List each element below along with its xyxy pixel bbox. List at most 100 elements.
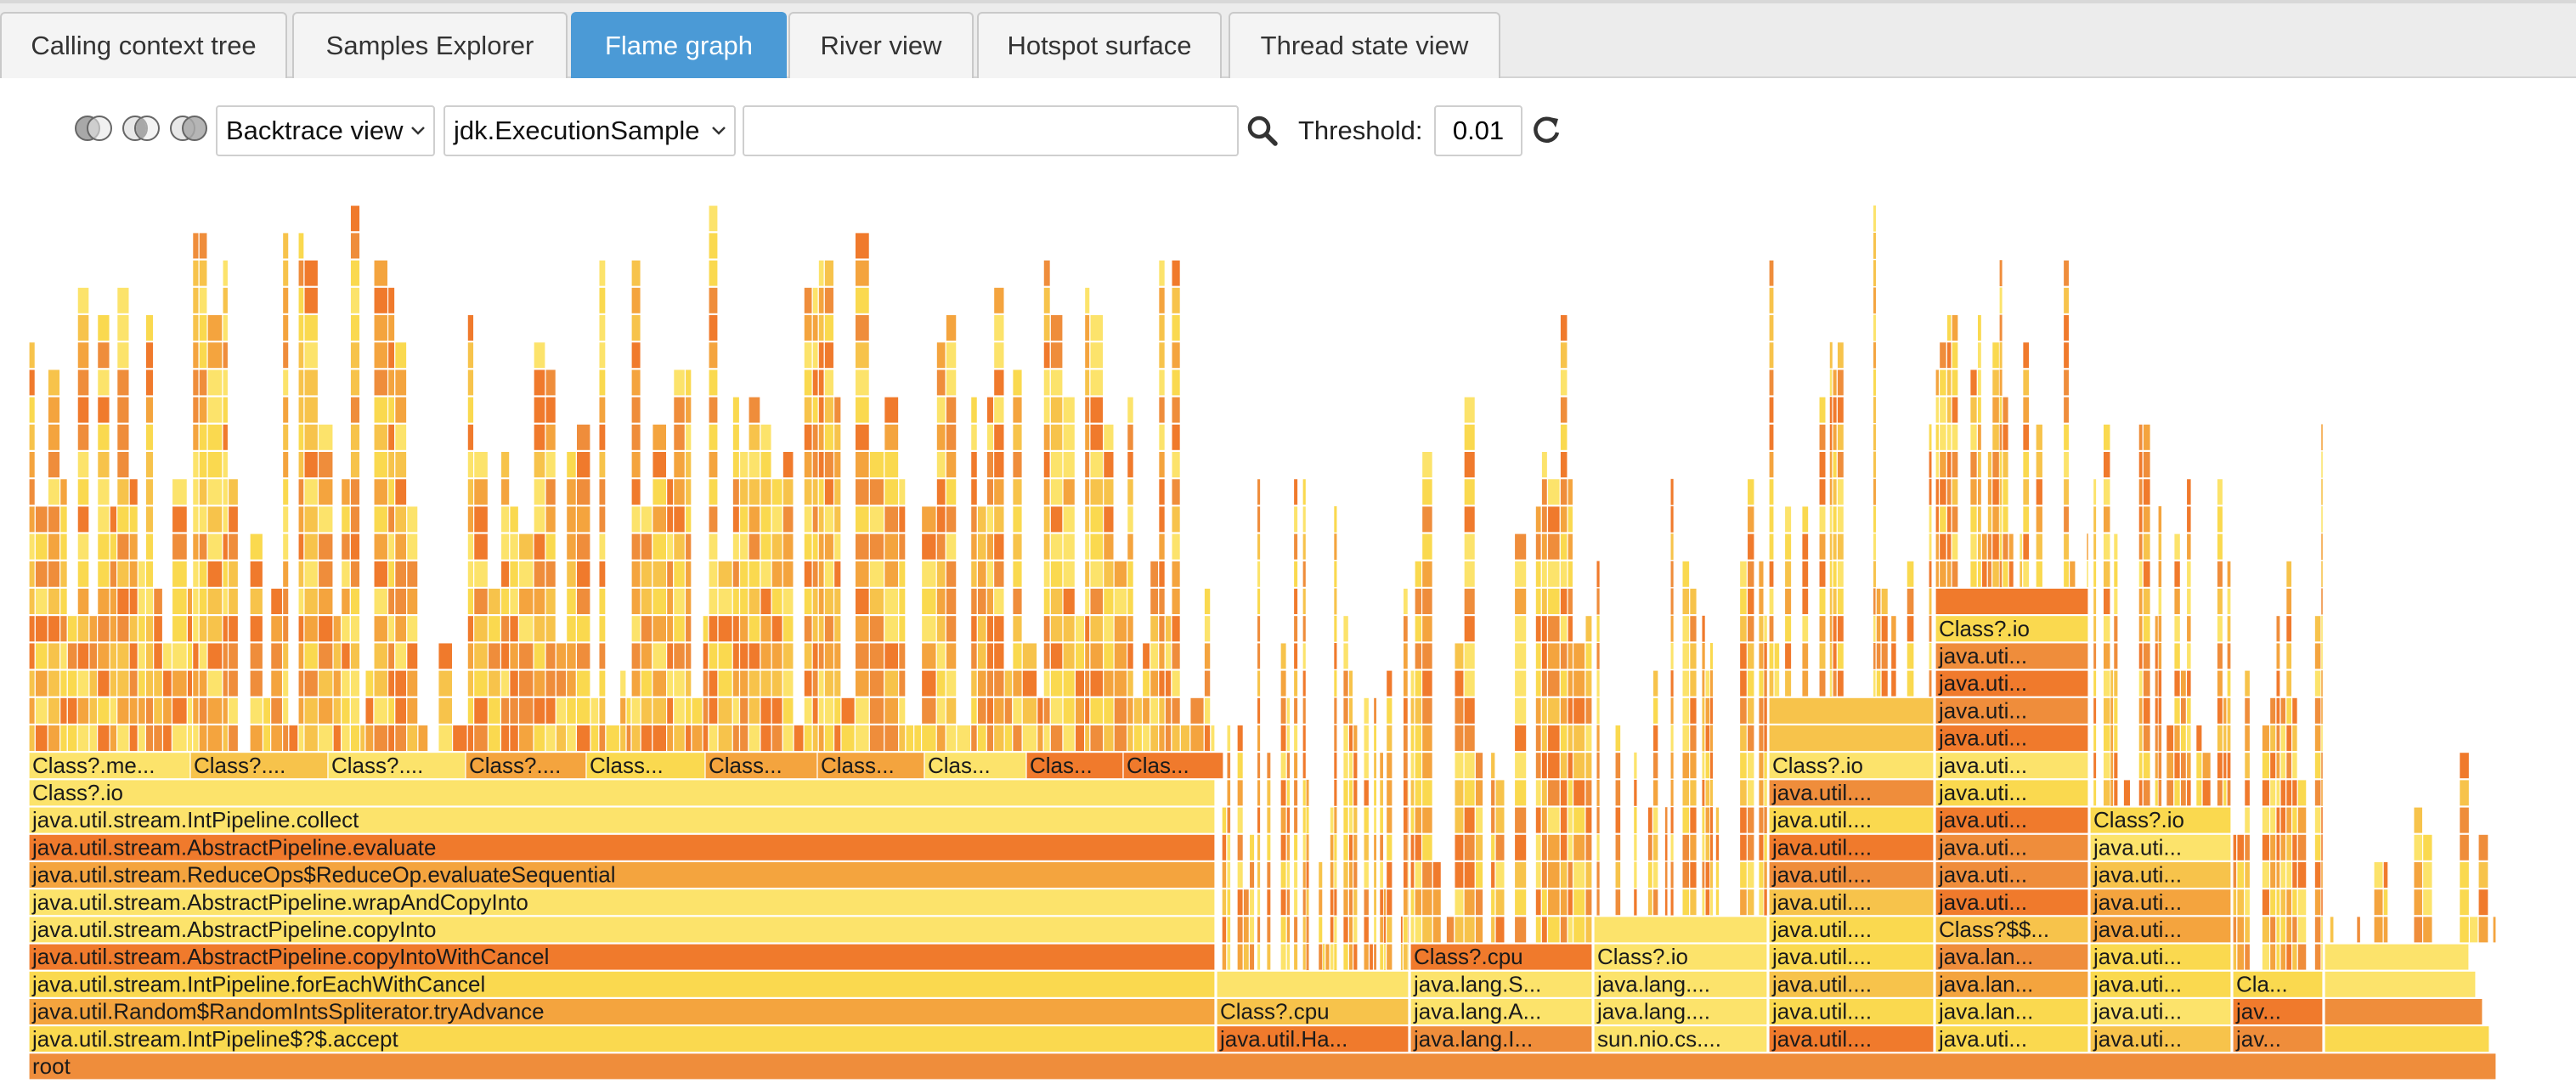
- flame-frame[interactable]: [732, 642, 741, 670]
- flame-frame[interactable]: [2216, 560, 2224, 589]
- flame-frame[interactable]: [116, 505, 130, 533]
- flame-frame[interactable]: [1572, 779, 1586, 807]
- flame-frame[interactable]: [1408, 943, 1409, 971]
- flame-frame[interactable]: [28, 1024, 1216, 1053]
- flame-frame[interactable]: [281, 642, 290, 670]
- flame-frame[interactable]: [303, 724, 319, 753]
- flame-frame[interactable]: [708, 450, 719, 479]
- flame-frame[interactable]: [387, 533, 396, 561]
- flame-frame[interactable]: [1089, 341, 1104, 370]
- flame-frame[interactable]: [198, 396, 208, 424]
- flame-frame[interactable]: [717, 560, 733, 589]
- flame-frame[interactable]: [738, 560, 749, 589]
- flame-frame[interactable]: [1540, 587, 1549, 616]
- flame-frame[interactable]: [1980, 533, 1988, 561]
- flame-frame[interactable]: [2002, 560, 2009, 589]
- flame-frame[interactable]: [2285, 806, 2293, 834]
- flame-frame[interactable]: [2185, 697, 2192, 725]
- flame-frame[interactable]: [1633, 834, 1637, 861]
- flame-frame[interactable]: [2216, 505, 2224, 533]
- flame-frame[interactable]: [1969, 450, 1978, 479]
- flame-frame[interactable]: [970, 533, 978, 561]
- flame-frame[interactable]: [2268, 833, 2277, 862]
- flame-frame[interactable]: [833, 587, 842, 616]
- flame-frame[interactable]: [1534, 669, 1542, 697]
- flame-frame[interactable]: [1421, 916, 1433, 944]
- flame-frame[interactable]: [153, 642, 164, 670]
- flame-frame[interactable]: [438, 669, 454, 697]
- flame-frame[interactable]: [144, 396, 155, 424]
- flame-frame[interactable]: [317, 450, 334, 479]
- flame-frame[interactable]: [2320, 889, 2324, 916]
- flame-frame[interactable]: [2092, 669, 2098, 697]
- flame-frame[interactable]: [1421, 806, 1433, 834]
- flame-frame[interactable]: [1414, 860, 1423, 889]
- flame-frame[interactable]: [545, 478, 556, 506]
- flame-frame[interactable]: [803, 724, 813, 753]
- flame-frame[interactable]: [1559, 369, 1568, 397]
- flame-frame[interactable]: [192, 313, 200, 342]
- flame-frame[interactable]: [373, 423, 389, 452]
- flame-frame[interactable]: [2296, 860, 2308, 889]
- flame-frame[interactable]: [171, 505, 188, 533]
- flame-frame[interactable]: [137, 669, 147, 697]
- flame-frame[interactable]: [1127, 396, 1134, 424]
- flame-frame[interactable]: [144, 533, 155, 561]
- flame-frame[interactable]: [76, 396, 90, 424]
- flame-frame[interactable]: [2185, 724, 2192, 753]
- flame-frame[interactable]: [1951, 369, 1959, 397]
- flame-frame[interactable]: [1709, 642, 1714, 670]
- flame-frame[interactable]: [817, 478, 825, 506]
- flame-frame[interactable]: [1285, 806, 1291, 834]
- flame-frame[interactable]: [2035, 505, 2044, 533]
- flame-frame[interactable]: [1758, 751, 1765, 780]
- flame-frame[interactable]: [222, 313, 229, 342]
- flame-frame[interactable]: [341, 560, 351, 589]
- flame-frame[interactable]: [28, 943, 1216, 971]
- flame-frame[interactable]: [1347, 697, 1354, 725]
- flame-frame[interactable]: [1534, 751, 1542, 780]
- flame-frame[interactable]: [684, 369, 692, 397]
- flame-frame[interactable]: [28, 341, 36, 370]
- flame-frame[interactable]: [898, 697, 907, 725]
- flame-frame[interactable]: [1421, 751, 1433, 780]
- flame-frame[interactable]: [66, 697, 78, 725]
- flame-frame[interactable]: [1768, 533, 1775, 561]
- flame-frame[interactable]: [349, 313, 361, 342]
- flame-frame[interactable]: [1062, 423, 1076, 452]
- flame-frame[interactable]: [992, 587, 1005, 616]
- flame-frame[interactable]: [1280, 724, 1287, 753]
- flame-frame[interactable]: [2062, 341, 2070, 370]
- flame-frame[interactable]: [920, 587, 937, 616]
- flame-frame[interactable]: [317, 724, 334, 753]
- flame-frame[interactable]: [1158, 369, 1166, 397]
- flame-frame[interactable]: [303, 286, 319, 314]
- flame-frame[interactable]: [1763, 615, 1768, 642]
- flame-frame[interactable]: [1946, 478, 1952, 506]
- flame-frame[interactable]: [630, 313, 641, 342]
- flame-frame[interactable]: [1171, 313, 1181, 342]
- flame-frame[interactable]: [1333, 505, 1337, 533]
- flame-frame[interactable]: [1832, 396, 1838, 424]
- flame-frame[interactable]: [1302, 669, 1307, 697]
- flame-frame[interactable]: [666, 697, 675, 725]
- flame-frame[interactable]: [1042, 505, 1051, 533]
- flame-frame[interactable]: [59, 560, 68, 589]
- flame-frame[interactable]: [732, 396, 741, 424]
- tab-thread-state-view[interactable]: Thread state view: [1229, 12, 1500, 78]
- flame-frame[interactable]: [2173, 669, 2181, 697]
- flame-frame[interactable]: [1306, 806, 1309, 834]
- flame-frame[interactable]: [1103, 614, 1115, 643]
- flame-frame[interactable]: [986, 669, 995, 697]
- flame-frame[interactable]: [1474, 833, 1484, 862]
- flame-frame[interactable]: [387, 478, 396, 506]
- flame-frame[interactable]: [206, 313, 223, 342]
- flame-frame[interactable]: [2279, 751, 2287, 780]
- flame-frame[interactable]: [760, 724, 772, 753]
- flame-frame[interactable]: [1084, 423, 1091, 452]
- flame-frame[interactable]: [1951, 533, 1959, 561]
- flame-frame[interactable]: [1266, 860, 1272, 889]
- flame-frame[interactable]: [473, 587, 489, 616]
- flame-frame[interactable]: [1540, 806, 1549, 834]
- flame-frame[interactable]: [1652, 833, 1659, 862]
